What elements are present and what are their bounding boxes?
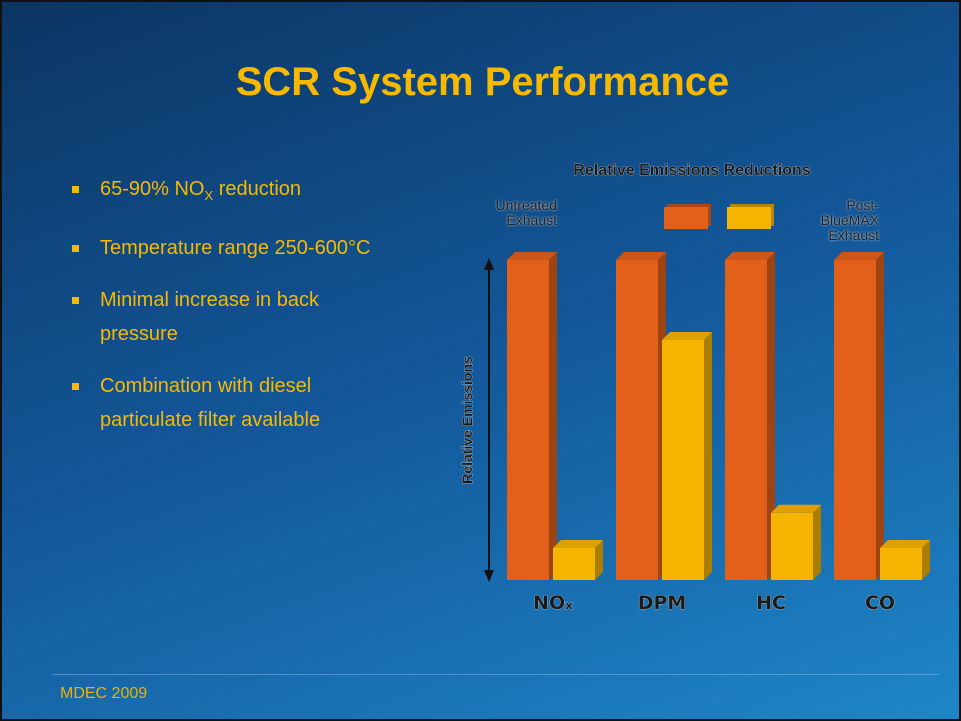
footer-rule (52, 674, 939, 675)
bar (771, 504, 821, 580)
bar-front (725, 260, 767, 580)
bar-front (616, 260, 658, 580)
legend-label: Post-BlueMAX Exhaust (820, 197, 879, 243)
bullet-text: Temperature range 250-600°C (100, 237, 371, 259)
bar (725, 252, 775, 580)
bullet-text: Minimal increase in back pressure (100, 289, 319, 345)
bullet-text: Combination with diesel particulate filt… (100, 375, 321, 431)
bar-top (771, 504, 821, 513)
x-tick-label: NOₓ (533, 592, 573, 614)
bar-top (616, 252, 666, 260)
bar-side (876, 252, 884, 580)
bar-front (880, 548, 922, 580)
legend-swatch (727, 207, 771, 229)
bar (553, 540, 603, 580)
x-tick-label: CO (865, 592, 895, 614)
bar-top (507, 252, 557, 260)
bar (662, 332, 712, 580)
bar-side (922, 540, 930, 580)
bar-top (725, 252, 775, 260)
arrow-head (484, 570, 494, 582)
chart-title: Relative Emissions Reductions (573, 162, 811, 179)
bar-front (834, 260, 876, 580)
bar (507, 252, 557, 580)
arrow-head (484, 258, 494, 270)
bar (834, 252, 884, 580)
bar-top (553, 540, 603, 548)
bullet-text: reduction (213, 178, 302, 200)
bar-side (813, 504, 821, 580)
bar-front (771, 512, 813, 580)
bar-side (549, 252, 557, 580)
legend-swatch (664, 207, 708, 229)
y-axis-label: Relative Emissions (459, 356, 475, 484)
slide-title: SCR System Performance (235, 60, 730, 104)
bullet-list: 65-90% NOX reduction Temperature range 25… (72, 172, 402, 455)
bar-top (662, 332, 712, 340)
x-tick-label: DPM (638, 592, 687, 614)
bar-top (880, 540, 930, 548)
bullet: 65-90% NOX reduction (72, 172, 402, 213)
bar-side (767, 252, 775, 580)
bar-side (704, 332, 712, 580)
bullet-subscript: X (204, 188, 214, 203)
legend-label: Untreated Exhaust (495, 197, 557, 228)
bullet-text: 65-90% NO (100, 178, 205, 200)
x-tick-label: HC (756, 592, 786, 614)
footer: MDEC 2009 (60, 685, 148, 702)
bullet: Minimal increase in back pressure (72, 283, 402, 351)
bar-front (662, 340, 704, 580)
bar-front (553, 548, 595, 580)
bar-top (834, 252, 884, 260)
bar-side (595, 540, 603, 580)
bar-front (507, 260, 549, 580)
bullet: Temperature range 250-600°C (72, 231, 402, 265)
bullet: Combination with diesel particulate filt… (72, 369, 402, 437)
bar (616, 252, 666, 580)
bar (880, 540, 930, 580)
